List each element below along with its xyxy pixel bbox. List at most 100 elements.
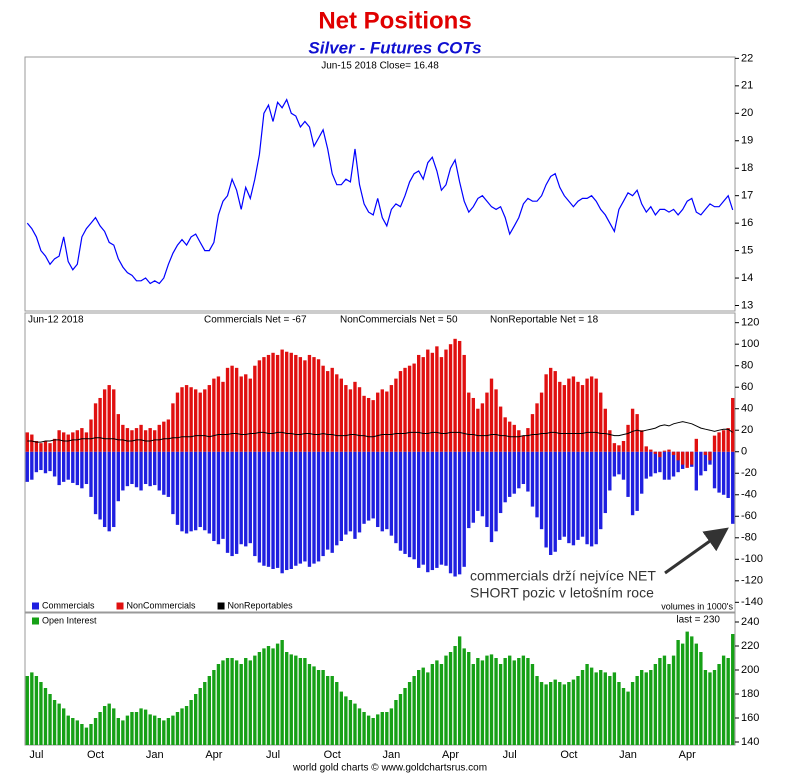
bar [626,691,630,745]
bar [107,451,111,532]
bar [107,703,111,745]
chart-subtitle: Silver - Futures COTs [308,38,481,57]
bar [289,654,293,745]
bar [153,451,157,486]
bar [612,672,617,745]
bar [457,451,462,575]
bar [348,700,353,745]
y-tick-label: 240 [741,616,759,628]
y-tick-label: 120 [741,317,759,329]
bar [371,400,375,452]
price-header: Jun-15 2018 Close= 16.48 [321,61,439,72]
bar [203,451,207,531]
bar [485,655,489,745]
bar [635,676,639,745]
bar [530,664,535,745]
x-tick-label: Jul [29,749,43,761]
bar [134,451,139,488]
bar [71,718,75,745]
bar [439,357,444,452]
bar [426,349,430,452]
bar [171,451,175,515]
y-tick-label: 21 [741,80,753,92]
bar [630,451,635,516]
bar [157,451,161,491]
bar [621,688,626,745]
bar [407,682,412,745]
bar [34,676,39,745]
annotation: SHORT pozic v letošním roce [470,585,654,601]
bar [102,451,107,528]
bar [599,670,603,745]
bar [448,652,453,745]
bar [125,451,130,487]
bar [589,451,594,547]
bar [294,655,298,745]
bar [426,672,430,745]
bar [517,430,521,452]
bar [230,658,234,745]
bar [93,451,98,515]
bar [544,684,548,745]
bar [303,658,307,745]
bar [25,676,29,745]
bar [207,385,212,452]
bar [617,451,621,475]
bar [66,434,70,452]
bar [467,451,471,529]
bar [253,655,257,745]
bar [703,451,708,472]
bar [366,397,371,452]
y-tick-label: 18 [741,162,753,174]
bar [162,720,166,745]
bar [262,451,266,566]
bar [189,700,193,745]
bar [407,365,412,452]
bar [248,451,252,544]
bar [653,664,658,745]
bar [612,443,617,452]
bar [253,365,257,452]
price-line [26,98,734,285]
bar [389,385,394,452]
bar [435,346,439,452]
bar [376,714,380,745]
bar [30,451,34,480]
bar [676,640,680,745]
bar [148,428,152,452]
bar [539,682,544,745]
bar [166,451,171,497]
bar [430,352,435,452]
bar [39,443,43,452]
bar [89,724,93,745]
bar [412,451,416,560]
bar [271,352,275,452]
bar [558,682,562,745]
bar [457,340,462,452]
bar [294,354,298,452]
bar [571,376,576,452]
bar [180,451,184,532]
bar [539,392,544,452]
legend-swatch [217,602,225,610]
bar [325,371,330,452]
y-tick-label: 200 [741,664,759,676]
bar [421,667,425,745]
bar [43,688,48,745]
bar [102,706,107,745]
bar [417,670,421,745]
bar [271,648,275,745]
bar [225,658,230,745]
bar [594,451,598,545]
legend-swatch [116,602,124,610]
bar [43,451,48,474]
bar [275,643,280,745]
bar [521,655,526,745]
bar [330,676,334,745]
bar [526,428,530,452]
bar [712,670,717,745]
bar [212,670,216,745]
bar [489,451,494,543]
bar [48,694,52,745]
bar [57,451,61,486]
